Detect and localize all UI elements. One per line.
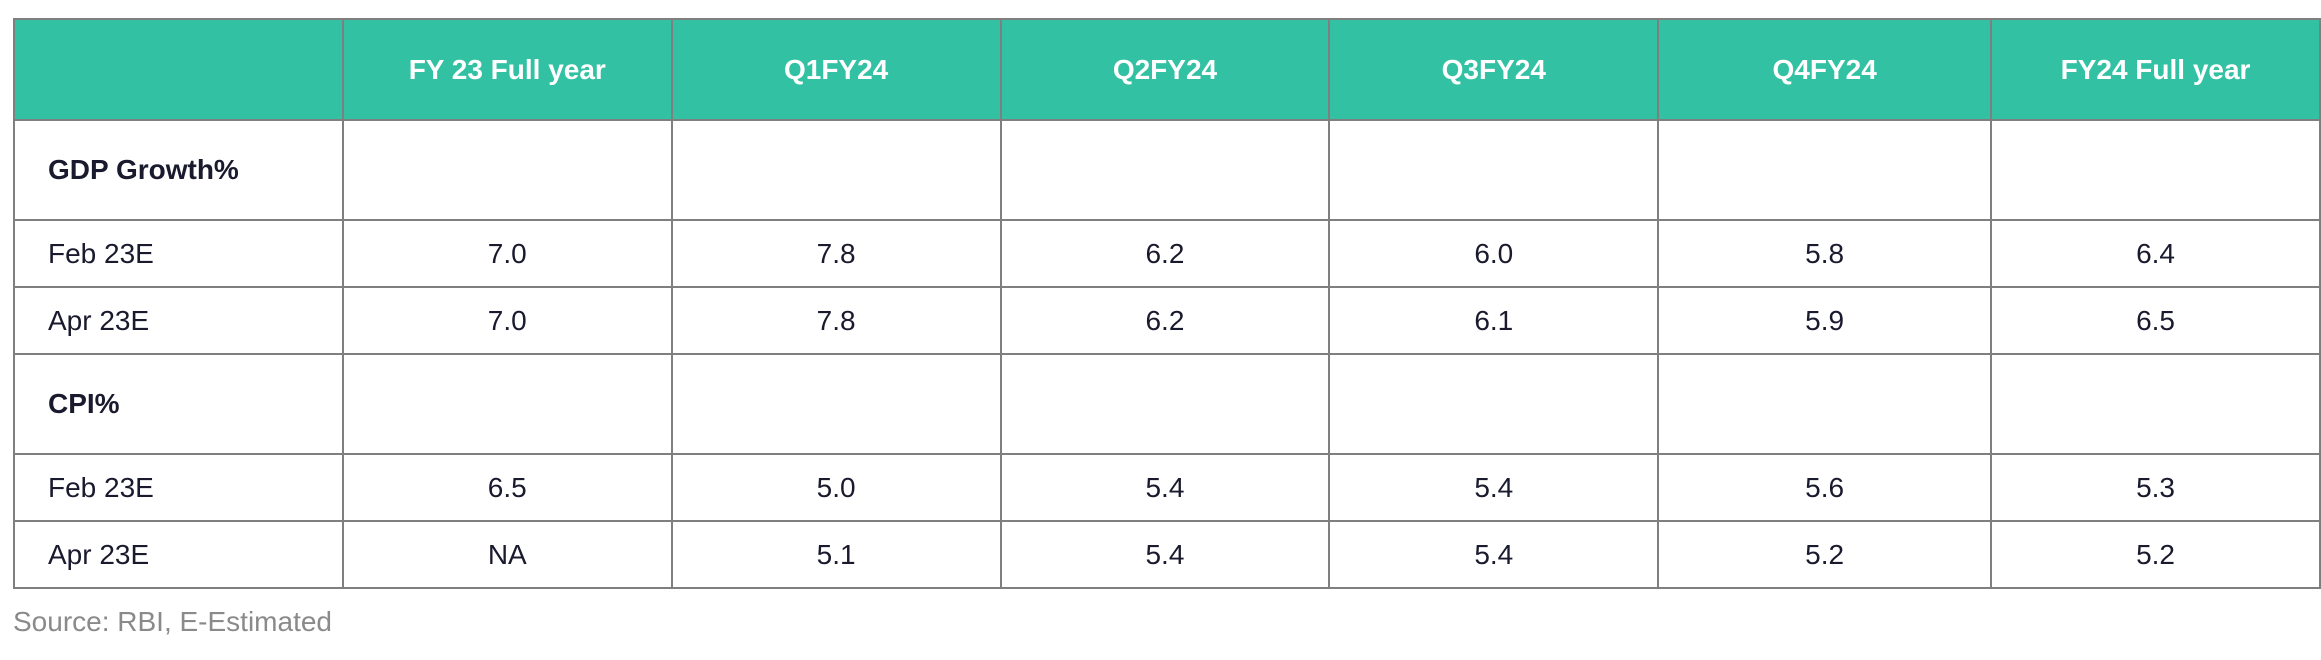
column-header: Q2FY24 <box>999 18 1331 121</box>
value-cell: 5.3 <box>1990 453 2321 522</box>
empty-cell <box>1657 353 1993 455</box>
value-cell: 7.0 <box>341 286 673 355</box>
value-cell: 5.4 <box>999 520 1331 589</box>
empty-cell <box>341 353 673 455</box>
section-label: GDP Growth% <box>13 119 344 221</box>
value-cell: 7.0 <box>341 219 673 288</box>
value-cell: 7.8 <box>670 219 1002 288</box>
empty-cell <box>1657 119 1993 221</box>
section-label: CPI% <box>13 353 344 455</box>
header-row: FY 23 Full year Q1FY24 Q2FY24 Q3FY24 Q4F… <box>13 18 2321 121</box>
column-header: Q4FY24 <box>1657 18 1993 121</box>
source-note: Source: RBI, E-Estimated <box>13 606 333 637</box>
table-row: Apr 23E 7.0 7.8 6.2 6.1 5.9 6.5 <box>13 286 2321 355</box>
table-row: Apr 23E NA 5.1 5.4 5.4 5.2 5.2 <box>13 520 2321 589</box>
value-cell: 5.4 <box>1328 520 1660 589</box>
value-cell: 5.2 <box>1657 520 1993 589</box>
value-cell: 5.4 <box>999 453 1331 522</box>
table-row: Feb 23E 6.5 5.0 5.4 5.4 5.6 5.3 <box>13 453 2321 522</box>
empty-cell <box>999 119 1331 221</box>
table-row: Feb 23E 7.0 7.8 6.2 6.0 5.8 6.4 <box>13 219 2321 288</box>
value-cell: 5.2 <box>1990 520 2321 589</box>
empty-cell <box>1990 353 2321 455</box>
row-label: Feb 23E <box>13 219 344 288</box>
value-cell: 6.4 <box>1990 219 2321 288</box>
value-cell: 6.2 <box>999 286 1331 355</box>
value-cell: 7.8 <box>670 286 1002 355</box>
value-cell: 5.9 <box>1657 286 1993 355</box>
column-header: Q1FY24 <box>670 18 1002 121</box>
empty-cell <box>341 119 673 221</box>
empty-cell <box>1328 119 1660 221</box>
value-cell: 6.5 <box>341 453 673 522</box>
column-header: FY 23 Full year <box>341 18 673 121</box>
value-cell: 5.1 <box>670 520 1002 589</box>
value-cell: 5.0 <box>670 453 1002 522</box>
value-cell: 5.8 <box>1657 219 1993 288</box>
value-cell: NA <box>341 520 673 589</box>
value-cell: 5.4 <box>1328 453 1660 522</box>
column-header: FY24 Full year <box>1990 18 2321 121</box>
empty-cell <box>1990 119 2321 221</box>
value-cell: 6.1 <box>1328 286 1660 355</box>
value-cell: 6.2 <box>999 219 1331 288</box>
column-header: Q3FY24 <box>1328 18 1660 121</box>
value-cell: 6.0 <box>1328 219 1660 288</box>
empty-cell <box>670 119 1002 221</box>
row-label: Apr 23E <box>13 286 344 355</box>
section-row-gdp: GDP Growth% <box>13 119 2321 221</box>
value-cell: 5.6 <box>1657 453 1993 522</box>
empty-cell <box>999 353 1331 455</box>
forecast-table-container: FY 23 Full year Q1FY24 Q2FY24 Q3FY24 Q4F… <box>13 18 2321 589</box>
forecast-table: FY 23 Full year Q1FY24 Q2FY24 Q3FY24 Q4F… <box>13 18 2321 589</box>
row-label: Apr 23E <box>13 520 344 589</box>
section-row-cpi: CPI% <box>13 353 2321 455</box>
empty-cell <box>670 353 1002 455</box>
row-label: Feb 23E <box>13 453 344 522</box>
value-cell: 6.5 <box>1990 286 2321 355</box>
empty-cell <box>1328 353 1660 455</box>
column-header <box>13 18 344 121</box>
